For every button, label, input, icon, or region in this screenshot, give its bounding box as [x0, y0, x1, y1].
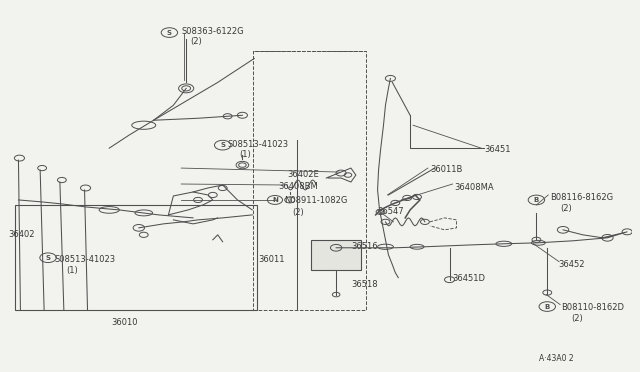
Text: B: B — [545, 304, 550, 310]
Text: B: B — [534, 197, 539, 203]
Text: (1): (1) — [239, 150, 251, 159]
Text: 36408BM: 36408BM — [278, 182, 317, 191]
Text: (2): (2) — [571, 314, 582, 323]
Text: 36402: 36402 — [8, 230, 35, 239]
Text: 36408MA: 36408MA — [454, 183, 494, 192]
Text: 36011: 36011 — [258, 255, 285, 264]
Text: B08116-8162G: B08116-8162G — [550, 193, 613, 202]
Text: (2): (2) — [560, 204, 572, 213]
Bar — [312, 240, 361, 270]
Text: 36402E: 36402E — [288, 170, 319, 179]
Text: (2): (2) — [190, 36, 202, 45]
Text: 36010: 36010 — [111, 318, 138, 327]
Text: (2): (2) — [292, 208, 305, 217]
Text: 36451: 36451 — [484, 145, 511, 154]
Text: 36451D: 36451D — [452, 274, 486, 283]
Text: S: S — [167, 30, 172, 36]
Text: S08513-41023: S08513-41023 — [55, 255, 116, 264]
Text: N: N — [272, 197, 278, 203]
Text: 36011B: 36011B — [430, 165, 462, 174]
Text: S08513-41023: S08513-41023 — [228, 140, 289, 149]
Text: 36516: 36516 — [351, 242, 378, 251]
Bar — [253, 51, 365, 310]
Text: 36518: 36518 — [351, 280, 378, 289]
Text: S08363-6122G: S08363-6122G — [181, 26, 244, 36]
Text: (1): (1) — [66, 266, 77, 275]
Text: N08911-1082G: N08911-1082G — [284, 196, 348, 205]
Text: A·43A0 2: A·43A0 2 — [540, 355, 574, 363]
Text: 36452: 36452 — [558, 260, 584, 269]
Text: 36547: 36547 — [378, 207, 404, 216]
Text: S: S — [220, 142, 225, 148]
Bar — [15, 205, 257, 310]
Text: S: S — [45, 255, 51, 261]
Text: B08110-8162D: B08110-8162D — [561, 302, 624, 312]
